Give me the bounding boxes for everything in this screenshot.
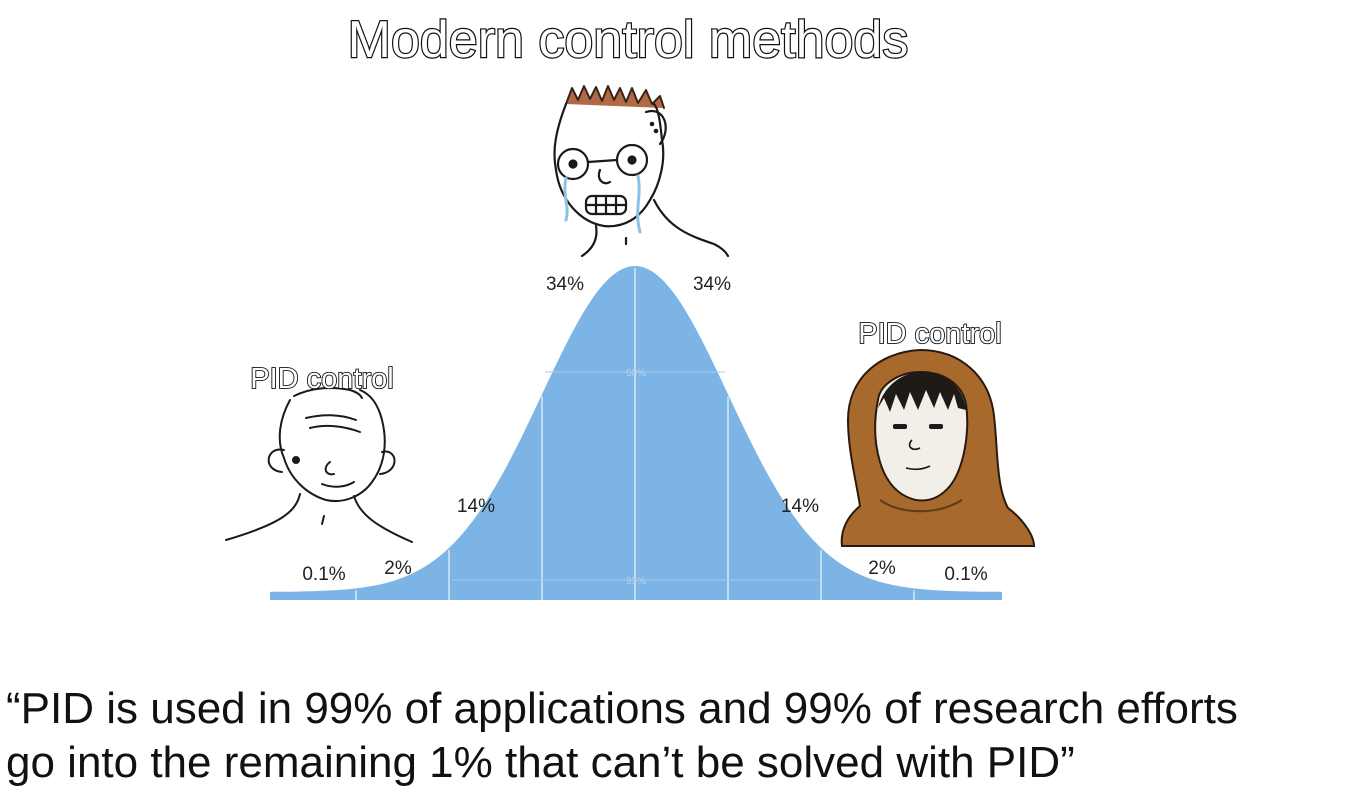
tear-right — [636, 174, 642, 234]
band-label: 0.1% — [302, 564, 345, 585]
wojak-neck-mark — [321, 515, 325, 525]
glasses-bridge — [586, 158, 619, 164]
monk-left-eye — [893, 424, 907, 429]
wojak-head-top — [293, 387, 363, 399]
wojak-head-outline — [278, 389, 386, 502]
nerd-ear — [644, 109, 667, 146]
caption-line-2: go into the remaining 1% that can’t be s… — [6, 738, 1075, 787]
wojak-neck-shoulders — [225, 493, 413, 543]
band-label: 2% — [868, 558, 896, 579]
wojak-nose — [324, 461, 335, 476]
band-label: 2% — [384, 558, 412, 579]
nerd-hair — [565, 85, 665, 109]
wojak-character — [225, 387, 413, 543]
top-label: Modern control methods — [348, 11, 909, 69]
nerd-left-eye — [568, 159, 578, 169]
nerd-ear-dots — [649, 121, 655, 127]
band-label: 14% — [457, 496, 495, 517]
wojak-left-eye — [292, 456, 300, 464]
hooded-monk-character — [840, 348, 1036, 547]
monk-nose — [908, 439, 921, 451]
right-label: PID control — [858, 318, 1001, 350]
nerd-right-eye — [627, 155, 637, 165]
left-label: PID control — [250, 363, 393, 395]
tear-left — [563, 176, 569, 222]
crying-nerd-character — [553, 85, 730, 258]
band-label: 14% — [781, 496, 819, 517]
nerd-neck-shoulders — [580, 198, 730, 258]
nerd-nose — [597, 168, 612, 185]
monk-face — [874, 370, 969, 502]
two-sigma-label: 95% — [626, 576, 646, 587]
band-label: 34% — [546, 274, 584, 295]
band-dividers — [355, 268, 915, 600]
wojak-right-ear — [379, 450, 396, 475]
band-label: 34% — [693, 274, 731, 295]
monk-right-eye — [929, 424, 943, 429]
band-labels: 0.1% 2% 14% 34% 34% 14% 2% 0.1% — [302, 274, 987, 585]
caption-line-1: “PID is used in 99% of applications and … — [6, 684, 1238, 733]
monk-hood-fold — [879, 499, 963, 513]
one-sigma-label: 68% — [626, 368, 646, 379]
monk-hair — [878, 372, 966, 412]
bell-curve: 0.1% 2% 14% 34% 34% 14% 2% 0.1% 68% 95% — [270, 266, 1002, 600]
wojak-forehead-wrinkles — [305, 414, 361, 433]
wojak-mouth — [321, 481, 355, 488]
bell-curve-area — [270, 266, 1002, 600]
monk-mouth — [905, 465, 931, 471]
band-label: 0.1% — [944, 564, 987, 585]
glasses-left-lens — [556, 147, 590, 181]
wojak-left-ear — [267, 448, 285, 473]
nerd-ear-dot — [653, 128, 659, 134]
